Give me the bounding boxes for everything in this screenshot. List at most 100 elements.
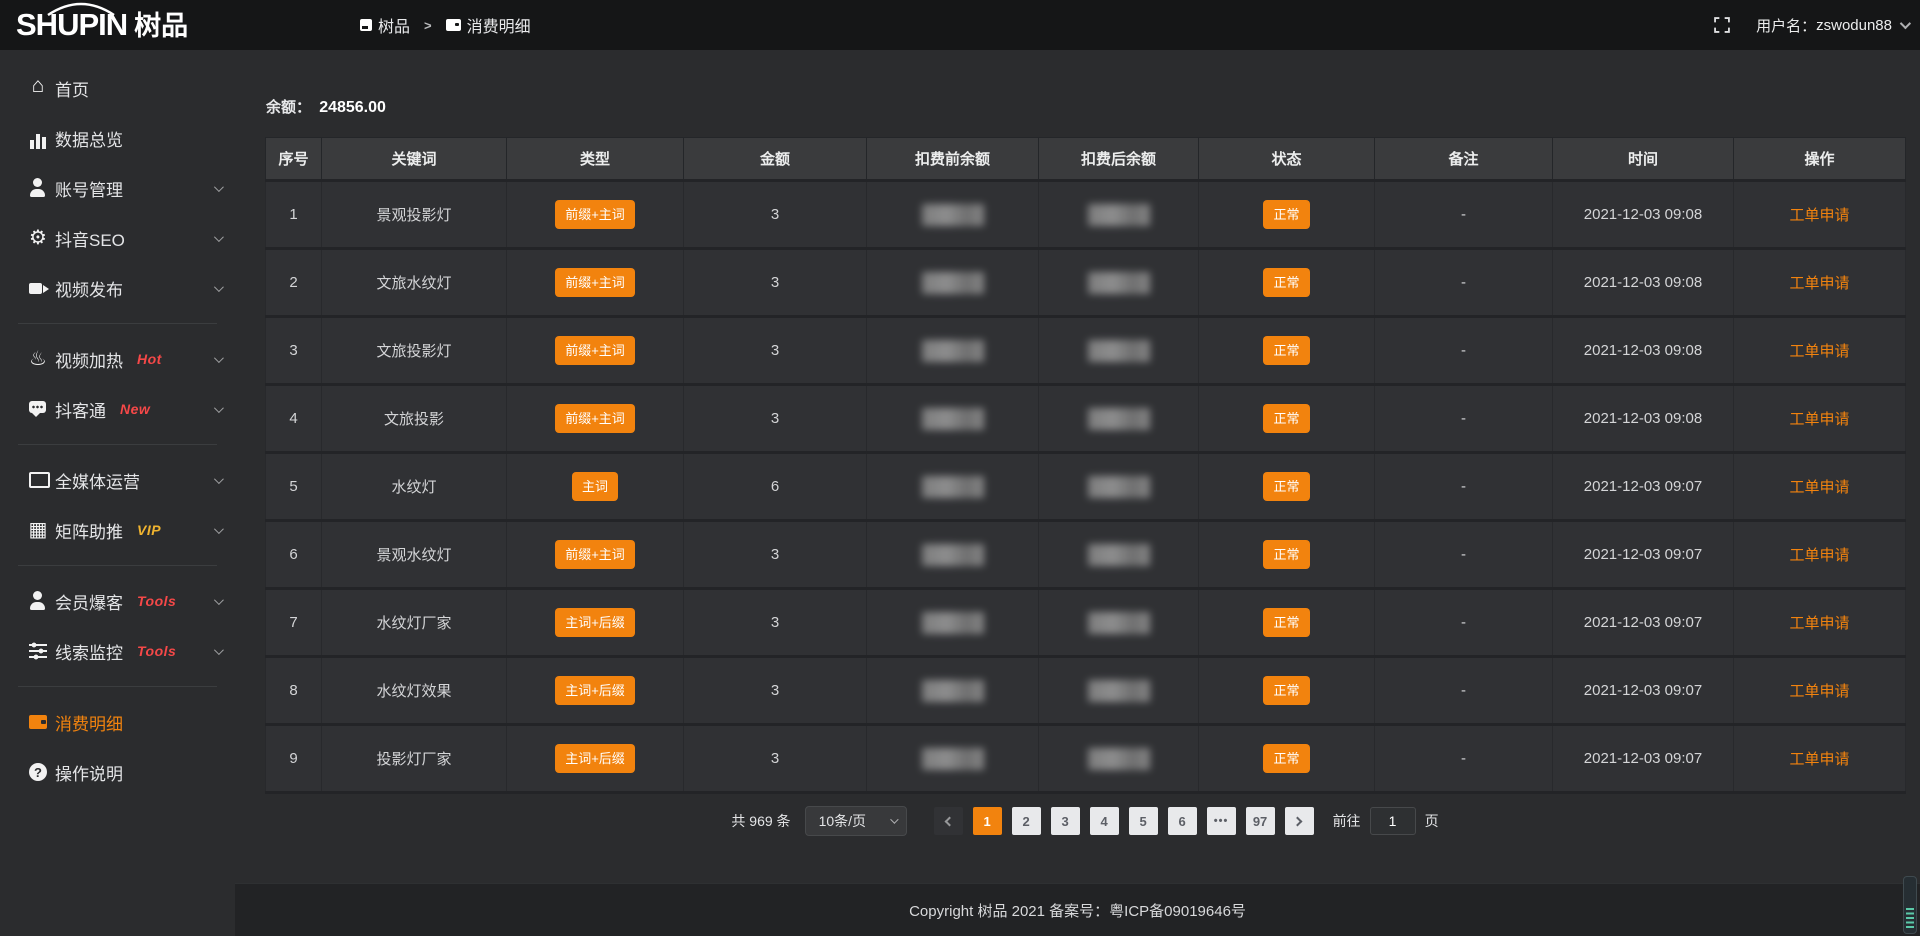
cell-keyword: 文旅投影灯 bbox=[321, 316, 507, 386]
cell-type: 主词+后缀 bbox=[506, 656, 684, 726]
sidebar-item-badge: VIP bbox=[137, 522, 162, 538]
cell-balance-before bbox=[866, 588, 1039, 658]
cell-remark: - bbox=[1374, 588, 1553, 658]
redacted-amount bbox=[921, 611, 984, 634]
sidebar: 首页 数据总览 账号管理 抖音SEO 视频发布 bbox=[0, 50, 235, 936]
sidebar-item[interactable]: 账号管理 bbox=[0, 163, 235, 213]
sidebar-item-label: 抖客通 bbox=[55, 401, 106, 421]
chevron-right-icon bbox=[1292, 816, 1303, 826]
main-content: 余额： 24856.00 序号 关键词 类型 金额 扣费前余额 扣费后余额 bbox=[235, 50, 1920, 936]
cell-balance-before bbox=[866, 656, 1039, 726]
cell-amount: 3 bbox=[683, 384, 867, 454]
cell-type: 前缀+主词 bbox=[506, 248, 684, 318]
sidebar-item-label: 视频加热 bbox=[55, 351, 123, 371]
cell-action: 工单申请 bbox=[1733, 180, 1906, 250]
fullscreen-icon[interactable] bbox=[1714, 17, 1730, 33]
cell-time: 2021-12-03 09:08 bbox=[1552, 180, 1734, 250]
cell-balance-before bbox=[866, 316, 1039, 386]
sidebar-item-label: 视频发布 bbox=[55, 280, 123, 300]
cell-keyword: 景观投影灯 bbox=[321, 180, 507, 250]
cell-keyword: 水纹灯 bbox=[321, 452, 507, 522]
cell-time: 2021-12-03 09:07 bbox=[1552, 724, 1734, 794]
prev-page-button[interactable] bbox=[933, 807, 963, 835]
work-order-link[interactable]: 工单申请 bbox=[1789, 343, 1850, 360]
sidebar-item[interactable]: 数据总览 bbox=[0, 113, 235, 163]
work-order-link[interactable]: 工单申请 bbox=[1789, 479, 1850, 496]
sidebar-item[interactable]: 消费明细 bbox=[0, 697, 235, 747]
sidebar-item[interactable]: 抖音SEO bbox=[0, 213, 235, 263]
user-menu[interactable]: 用户名： zswodun88 bbox=[1756, 15, 1912, 36]
sidebar-item-label: 矩阵助推 bbox=[55, 522, 123, 542]
page-button[interactable]: 4 bbox=[1089, 807, 1119, 835]
sidebar-item-label: 抖音SEO bbox=[55, 230, 125, 250]
cell-action: 工单申请 bbox=[1733, 656, 1906, 726]
type-badge: 主词 bbox=[571, 472, 618, 501]
sidebar-item[interactable]: 会员爆客 Tools bbox=[0, 576, 235, 626]
sidebar-item[interactable]: 矩阵助推 VIP bbox=[0, 505, 235, 555]
work-order-link[interactable]: 工单申请 bbox=[1789, 207, 1850, 224]
cell-balance-after bbox=[1038, 656, 1199, 726]
page-button[interactable]: ••• bbox=[1206, 807, 1236, 835]
sidebar-item-label: 账号管理 bbox=[55, 180, 123, 200]
sidebar-item[interactable] bbox=[18, 686, 217, 687]
table-row: 2 文旅水纹灯 前缀+主词 3 正常 - 2021-12-03 09:08 工单… bbox=[265, 248, 1906, 318]
sidebar-item[interactable]: 全媒体运营 bbox=[0, 455, 235, 505]
page-button[interactable]: 97 bbox=[1245, 807, 1275, 835]
work-order-link[interactable]: 工单申请 bbox=[1789, 547, 1850, 564]
breadcrumb: 树品 > 消费明细 bbox=[360, 13, 531, 37]
cell-time: 2021-12-03 09:08 bbox=[1552, 384, 1734, 454]
work-order-link[interactable]: 工单申请 bbox=[1789, 615, 1850, 632]
cell-status: 正常 bbox=[1198, 520, 1375, 590]
work-order-link[interactable]: 工单申请 bbox=[1789, 751, 1850, 768]
page-size-select[interactable]: 10条/页 bbox=[804, 806, 907, 836]
balance: 余额： 24856.00 bbox=[266, 96, 1905, 117]
cell-action: 工单申请 bbox=[1733, 588, 1906, 658]
table-row: 6 景观水纹灯 前缀+主词 3 正常 - 2021-12-03 09:07 工单… bbox=[265, 520, 1906, 590]
sidebar-item[interactable] bbox=[18, 565, 217, 566]
page-button[interactable]: 6 bbox=[1167, 807, 1197, 835]
sidebar-item[interactable]: 线索监控 Tools bbox=[0, 626, 235, 676]
gear-icon bbox=[27, 225, 49, 250]
status-badge: 正常 bbox=[1263, 676, 1310, 705]
page-button[interactable]: 3 bbox=[1050, 807, 1080, 835]
redacted-amount bbox=[921, 339, 984, 362]
cell-status: 正常 bbox=[1198, 316, 1375, 386]
status-badge: 正常 bbox=[1263, 472, 1310, 501]
sidebar-item[interactable] bbox=[18, 444, 217, 445]
cell-amount: 6 bbox=[683, 452, 867, 522]
cell-keyword: 文旅投影 bbox=[321, 384, 507, 454]
cell-remark: - bbox=[1374, 724, 1553, 794]
monitor-icon bbox=[27, 469, 50, 491]
status-badge: 正常 bbox=[1263, 608, 1310, 637]
page-button[interactable]: 1 bbox=[972, 807, 1002, 835]
sidebar-item[interactable]: 视频发布 bbox=[0, 263, 235, 313]
work-order-link[interactable]: 工单申请 bbox=[1789, 683, 1850, 700]
work-order-link[interactable]: 工单申请 bbox=[1789, 275, 1850, 292]
cell-type: 主词+后缀 bbox=[506, 588, 684, 658]
floating-widget[interactable] bbox=[1903, 876, 1917, 934]
cell-balance-after bbox=[1038, 180, 1199, 250]
sidebar-item[interactable]: 抖客通 New bbox=[0, 384, 235, 434]
logo-text-cn: 树品 bbox=[134, 11, 189, 41]
cell-action: 工单申请 bbox=[1733, 384, 1906, 454]
next-page-button[interactable] bbox=[1284, 807, 1314, 835]
breadcrumb-home[interactable]: 树品 bbox=[360, 13, 410, 37]
cell-action: 工单申请 bbox=[1733, 520, 1906, 590]
redacted-amount bbox=[1087, 271, 1150, 294]
sidebar-item[interactable]: 首页 bbox=[0, 63, 235, 113]
user-icon bbox=[27, 177, 49, 199]
work-order-link[interactable]: 工单申请 bbox=[1789, 411, 1850, 428]
home-icon bbox=[27, 74, 49, 99]
cell-amount: 3 bbox=[683, 316, 867, 386]
breadcrumb-current[interactable]: 消费明细 bbox=[445, 13, 531, 37]
jump-page-input[interactable] bbox=[1369, 807, 1416, 835]
help-icon bbox=[27, 761, 49, 783]
page-button[interactable]: 2 bbox=[1011, 807, 1041, 835]
page-button[interactable]: 5 bbox=[1128, 807, 1158, 835]
sidebar-item-label: 操作说明 bbox=[55, 764, 123, 784]
sidebar-item[interactable]: 视频加热 Hot bbox=[0, 334, 235, 384]
sidebar-item-label: 数据总览 bbox=[55, 130, 123, 150]
sidebar-item[interactable] bbox=[18, 323, 217, 324]
sidebar-item[interactable]: 操作说明 bbox=[0, 747, 235, 797]
sidebar-item-label: 会员爆客 bbox=[55, 593, 123, 613]
